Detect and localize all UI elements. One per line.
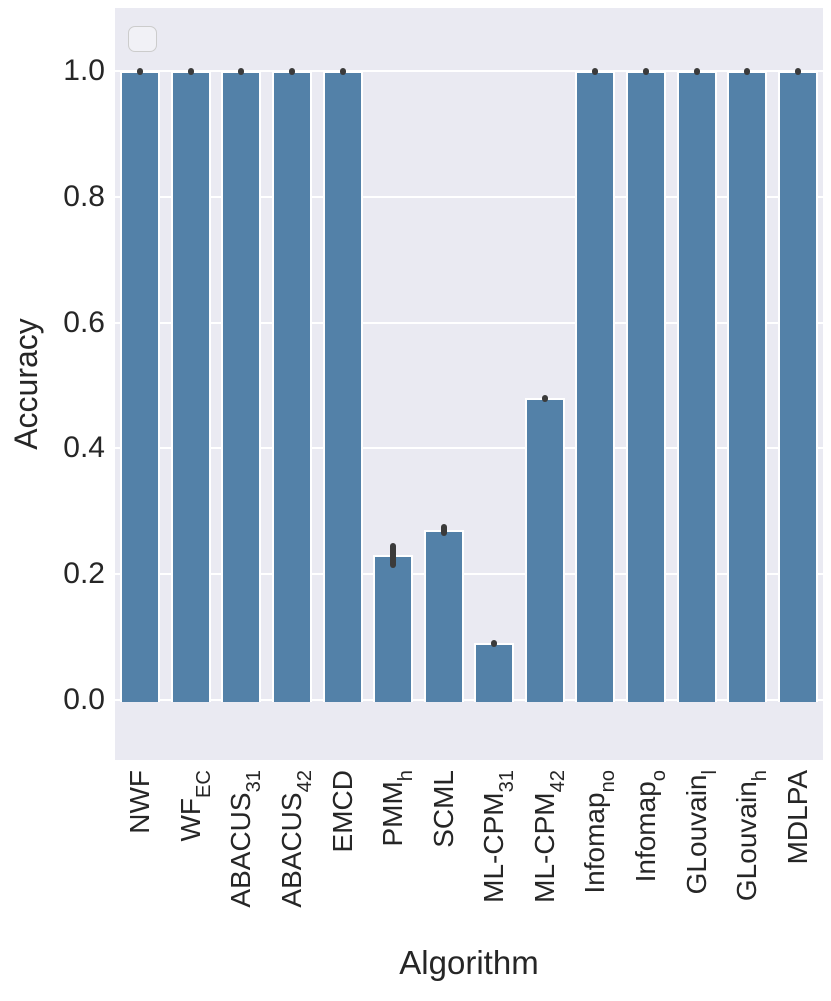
error-bar xyxy=(794,67,801,75)
y-tick-label: 0.2 xyxy=(63,557,105,591)
y-tick-label: 0.8 xyxy=(63,179,105,213)
bar xyxy=(777,71,818,702)
y-axis-label: Accuracy xyxy=(8,318,44,450)
y-tick-label: 0.4 xyxy=(63,431,105,465)
bar xyxy=(373,555,414,702)
error-bar xyxy=(491,639,498,647)
bar xyxy=(120,71,161,702)
plot-area xyxy=(115,8,823,760)
gridline xyxy=(115,321,823,324)
gridline xyxy=(115,195,823,198)
bar xyxy=(575,71,616,702)
error-bar xyxy=(289,67,295,75)
y-tick-label: 0.6 xyxy=(63,305,105,339)
gridline xyxy=(115,447,823,450)
gridline xyxy=(115,699,823,701)
bar xyxy=(524,398,565,702)
y-tick-label: 1.0 xyxy=(63,54,105,87)
error-bar xyxy=(390,542,397,568)
bar xyxy=(474,643,515,702)
bar xyxy=(626,71,666,702)
legend-box xyxy=(128,26,157,52)
y-tick-label: 0.0 xyxy=(63,683,105,716)
error-bar xyxy=(541,394,548,402)
bar xyxy=(322,71,363,702)
error-bar xyxy=(339,67,346,75)
gridline xyxy=(115,573,823,576)
bar xyxy=(676,71,717,702)
error-bar xyxy=(187,67,194,75)
bar xyxy=(423,530,464,702)
bar xyxy=(221,71,262,702)
error-bar xyxy=(693,67,700,75)
bar xyxy=(272,71,312,702)
error-bar xyxy=(238,67,245,75)
error-bar xyxy=(137,67,144,75)
error-bar xyxy=(592,67,599,75)
bar xyxy=(727,71,768,702)
gridline xyxy=(115,70,823,72)
x-axis-label: Algorithm xyxy=(399,944,539,981)
error-bar xyxy=(643,67,649,75)
error-bar xyxy=(744,67,751,75)
bar xyxy=(170,71,211,702)
error-bar xyxy=(440,523,447,537)
